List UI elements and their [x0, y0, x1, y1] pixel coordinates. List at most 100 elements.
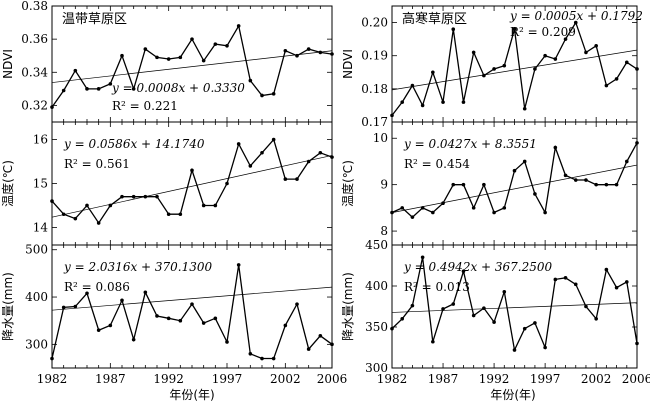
data-point: [73, 68, 78, 73]
data-point: [120, 194, 124, 199]
data-point: [451, 302, 456, 306]
data-point: [271, 137, 276, 142]
x-tick-label: 1992: [479, 372, 510, 386]
data-point: [543, 53, 547, 58]
data-point: [441, 307, 445, 311]
y-tick-label: 0.38: [21, 0, 48, 13]
data-point: [73, 216, 78, 221]
data-point: [295, 302, 299, 306]
data-point: [295, 53, 299, 58]
data-point: [604, 182, 609, 187]
trend-equation: y = 0.0008x + 0.3330: [111, 81, 245, 95]
y-tick-label: 0.36: [21, 32, 48, 46]
series-line: [51, 264, 333, 360]
data-point: [420, 103, 425, 108]
data-point: [451, 27, 456, 32]
x-tick-label: 1997: [530, 372, 561, 386]
data-point: [635, 67, 639, 71]
r-squared: R² = 0.209: [510, 25, 576, 39]
data-point: [431, 210, 435, 215]
region-label: 温带草原区: [62, 12, 127, 27]
y-axis-title: NDVI: [1, 49, 15, 79]
data-point: [120, 53, 124, 58]
data-point: [178, 55, 183, 60]
x-tick-label: 1982: [37, 372, 68, 386]
data-point: [225, 43, 229, 48]
trend-equation: y = 2.0316x + 370.1300: [63, 260, 213, 274]
series-line: [391, 142, 638, 219]
data-point: [594, 182, 598, 187]
data-point: [533, 321, 537, 325]
y-tick-label: 300: [25, 337, 48, 351]
data-point: [96, 87, 101, 91]
y-tick-label: 400: [365, 279, 388, 293]
y-tick-label: 16: [33, 133, 48, 147]
data-point: [614, 182, 619, 187]
r-squared: R² = 0.221: [112, 99, 178, 113]
data-point: [533, 192, 537, 196]
data-point: [553, 277, 558, 282]
data-point: [190, 168, 194, 173]
x-tick-label: 2002: [270, 372, 301, 386]
y-axis-title: 温度(℃): [340, 160, 355, 207]
data-point: [236, 142, 241, 146]
data-point: [624, 280, 629, 284]
data-point: [573, 178, 578, 182]
data-point: [502, 206, 507, 210]
data-point: [614, 285, 619, 290]
data-point: [155, 314, 159, 318]
data-point: [260, 356, 264, 361]
data-point: [584, 304, 588, 309]
data-point: [533, 67, 537, 71]
trend-equation: y = 0.4942x + 367.2500: [403, 260, 553, 274]
data-point: [271, 92, 276, 96]
data-point: [512, 27, 517, 32]
y-tick-label: 300: [365, 361, 388, 375]
data-point: [584, 178, 588, 182]
trend-line: [391, 302, 638, 313]
trend-line: [51, 50, 333, 83]
data-point: [248, 78, 253, 83]
data-point: [248, 352, 253, 356]
data-point: [143, 47, 148, 51]
data-point: [318, 334, 323, 338]
data-point: [400, 206, 405, 210]
trend-line: [391, 164, 638, 213]
y-axis-title: 降水量(mm): [1, 272, 15, 341]
data-point: [461, 182, 466, 187]
data-point: [73, 304, 78, 309]
y-tick-label: 14: [33, 220, 49, 234]
data-point: [553, 57, 558, 61]
data-point: [482, 182, 486, 187]
data-point: [512, 348, 517, 352]
y-tick-label: 8: [380, 224, 388, 238]
data-point: [492, 320, 496, 324]
data-point: [85, 87, 89, 91]
data-point: [271, 356, 276, 361]
data-point: [96, 328, 101, 332]
x-tick-label: 1987: [428, 372, 459, 386]
data-point: [563, 276, 568, 280]
data-point: [108, 323, 113, 328]
y-tick-label: 10: [373, 131, 388, 145]
data-point: [236, 24, 241, 28]
data-point: [143, 194, 148, 199]
data-point: [283, 177, 288, 181]
data-point: [260, 150, 264, 155]
data-point: [522, 326, 527, 331]
data-point: [190, 37, 194, 41]
x-axis-label-right: 年份(年): [490, 388, 535, 402]
data-point: [461, 269, 466, 274]
data-point: [400, 317, 405, 321]
data-point: [502, 289, 507, 294]
data-point: [178, 318, 183, 323]
data-point: [306, 47, 311, 51]
x-tick-label: 2006: [317, 372, 348, 386]
data-point: [306, 347, 311, 351]
data-point: [390, 210, 394, 215]
data-point: [213, 316, 218, 321]
data-point: [85, 203, 89, 208]
data-point: [522, 159, 527, 164]
y-tick-label: 500: [25, 243, 48, 257]
